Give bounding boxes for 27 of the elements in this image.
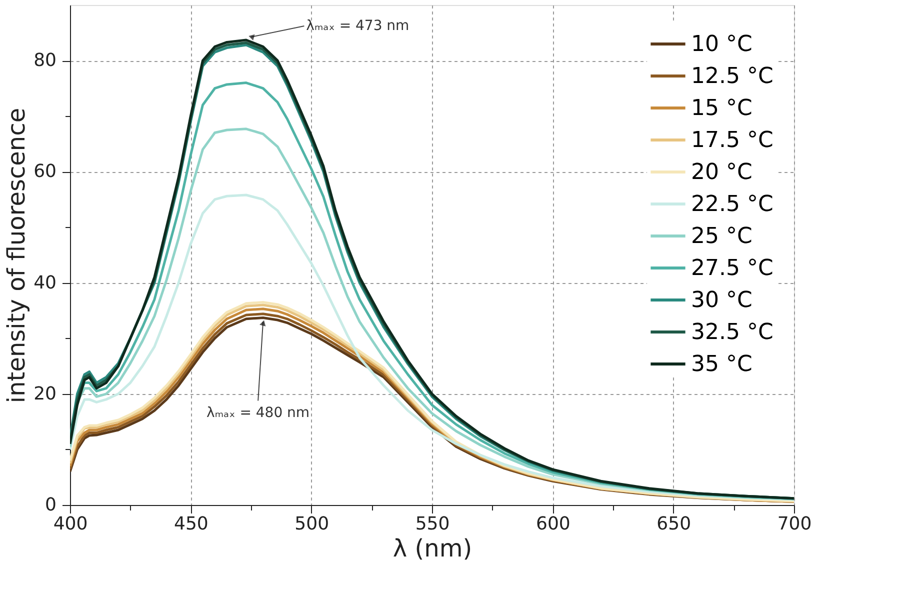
legend-label: 32.5 °C bbox=[691, 320, 774, 345]
legend-label: 25 °C bbox=[691, 224, 752, 249]
legend-label: 20 °C bbox=[691, 160, 752, 185]
annotation: λₘₐₓ = 480 nm bbox=[206, 404, 310, 421]
x-tick-label: 500 bbox=[294, 514, 330, 534]
y-tick-label: 80 bbox=[34, 50, 56, 72]
x-axis-title: λ (nm) bbox=[392, 534, 472, 562]
y-tick-label: 40 bbox=[34, 272, 56, 294]
legend-label: 15 °C bbox=[691, 96, 752, 121]
y-tick-label: 0 bbox=[45, 494, 56, 516]
x-tick-label: 450 bbox=[174, 514, 208, 534]
x-tick-label: 400 bbox=[53, 514, 88, 534]
x-tick-label: 700 bbox=[777, 514, 812, 534]
legend-label: 27.5 °C bbox=[691, 256, 774, 281]
y-tick-label: 20 bbox=[34, 383, 56, 404]
x-tick-label: 550 bbox=[415, 514, 450, 534]
legend-label: 30 °C bbox=[691, 288, 752, 313]
legend-label: 35 °C bbox=[691, 352, 752, 377]
annotation: λₘₐₓ = 473 nm bbox=[306, 18, 410, 34]
x-tick-label: 600 bbox=[536, 514, 570, 534]
x-tick-label: 650 bbox=[656, 514, 692, 534]
legend-label: 17.5 °C bbox=[691, 128, 774, 153]
legend-label: 22.5 °C bbox=[691, 192, 774, 217]
y-axis-title: intensity of fluorescence bbox=[2, 108, 31, 404]
legend-label: 10 °C bbox=[691, 32, 752, 57]
y-tick-label: 60 bbox=[34, 161, 56, 182]
legend-label: 12.5 °C bbox=[691, 64, 774, 89]
